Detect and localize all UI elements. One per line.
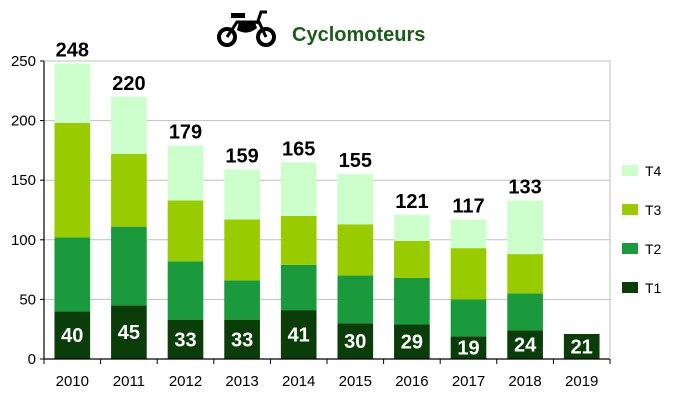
y-tick-label: 50 [19, 291, 36, 308]
chart-title: Cyclomoteurs [292, 24, 425, 46]
bar-t3-2016 [394, 240, 430, 278]
x-tick-label: 2019 [565, 373, 598, 390]
bar-t1-2011 [111, 305, 147, 359]
bar-t2-2016 [394, 277, 430, 325]
x-tick-label: 2015 [339, 373, 372, 390]
t1-value-label: 21 [571, 336, 593, 358]
total-label: 117 [452, 196, 484, 218]
x-tick-label: 2014 [282, 373, 315, 390]
x-tick-label: 2013 [225, 373, 258, 390]
t1-value-label: 19 [457, 338, 479, 360]
t1-value-label: 33 [231, 329, 253, 351]
x-tick-label: 2018 [508, 373, 541, 390]
x-tick-label: 2010 [56, 373, 89, 390]
moped-icon [217, 10, 276, 47]
bar-t1-2014 [280, 310, 317, 359]
bar-t1-2016 [394, 324, 430, 359]
total-label: 179 [169, 122, 202, 144]
bars [54, 63, 600, 359]
bar-t3-2013 [224, 219, 260, 281]
bar-t1-2013 [224, 319, 260, 359]
bar-t4-2018 [507, 200, 543, 255]
bar-t2-2010 [54, 237, 91, 312]
legend-label-t3: T3 [645, 202, 662, 218]
t1-value-label: 45 [118, 322, 140, 344]
total-labels: 248 220 179 159 165 155 121 117 133 [56, 39, 542, 217]
bar-t1-2018 [507, 330, 543, 359]
bar-t3-2018 [507, 254, 543, 294]
bar-t2-2014 [280, 264, 317, 311]
bar-t2-2012 [167, 261, 204, 320]
bar-t2-2017 [450, 299, 487, 337]
bar-t2-2015 [337, 275, 374, 324]
legend-label-t4: T4 [645, 163, 662, 179]
bar-t2-2013 [224, 280, 260, 320]
bar-t3-2010 [54, 122, 91, 238]
x-axis-tick-labels: 2010 2011 2012 2013 2014 2015 2016 2017 2018 2019 [56, 373, 599, 390]
chart-title-group: Cyclomoteurs [217, 10, 425, 47]
bar-t1-2019 [563, 333, 600, 359]
bar-t4-2016 [394, 214, 430, 241]
y-tick-label: 100 [11, 232, 36, 249]
x-tick-label: 2016 [395, 373, 428, 390]
total-label: 165 [282, 138, 315, 160]
total-label: 159 [225, 145, 258, 167]
legend-swatch-t2 [622, 243, 638, 254]
x-tick-label: 2017 [452, 373, 485, 390]
bar-t3-2011 [111, 153, 147, 227]
legend-swatch-t1 [622, 282, 638, 293]
y-tick-label: 0 [28, 351, 36, 368]
t1-value-label: 30 [344, 331, 366, 353]
legend-label-t2: T2 [645, 241, 662, 257]
y-axis-tick-labels: 0 50 100 150 200 250 [11, 53, 36, 368]
bar-t4-2017 [450, 219, 487, 249]
t1-value-label: 24 [514, 335, 537, 357]
legend-label-t1: T1 [645, 280, 662, 296]
total-label: 248 [56, 39, 89, 61]
legend: T4 T3 T2 T1 [622, 163, 662, 296]
total-label: 220 [112, 73, 145, 95]
bar-t3-2012 [167, 200, 204, 262]
y-tick-label: 250 [11, 53, 36, 70]
legend-swatch-t4 [622, 165, 638, 176]
bar-t1-2010 [54, 311, 91, 359]
bar-t2-2018 [507, 293, 543, 331]
bar-t1-2015 [337, 323, 374, 359]
bar-t3-2017 [450, 248, 487, 300]
bar-t4-2015 [337, 174, 374, 225]
t1-value-labels: 40 45 33 33 41 30 29 19 24 21 [61, 322, 593, 359]
t1-value-label: 41 [288, 325, 310, 347]
bar-t4-2013 [224, 169, 260, 220]
y-tick-label: 150 [11, 172, 36, 189]
t1-value-label: 40 [61, 325, 83, 347]
t1-value-label: 33 [174, 329, 196, 351]
bar-t3-2015 [337, 224, 374, 276]
bar-t4-2014 [280, 162, 317, 216]
axes [43, 60, 611, 360]
bar-t1-2017 [450, 336, 487, 359]
total-label: 133 [508, 176, 541, 198]
x-tick-label: 2012 [169, 373, 202, 390]
total-label: 155 [339, 150, 372, 172]
bar-t3-2014 [280, 215, 317, 265]
legend-swatch-t3 [622, 204, 638, 215]
bar-t4-2012 [167, 145, 204, 201]
bar-t4-2010 [54, 63, 91, 123]
y-tick-label: 200 [11, 113, 36, 130]
t1-value-label: 29 [401, 332, 423, 354]
bar-t4-2011 [111, 96, 147, 154]
total-label: 121 [395, 191, 428, 213]
bar-t2-2011 [111, 226, 147, 306]
x-tick-label: 2011 [113, 373, 145, 390]
bar-t1-2012 [167, 319, 204, 359]
